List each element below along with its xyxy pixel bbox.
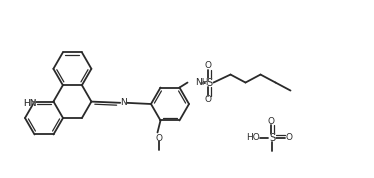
Text: HO: HO [246,134,260,143]
Text: HN: HN [23,100,37,109]
Text: S: S [206,78,212,88]
Text: O: O [285,134,292,143]
Text: S: S [269,133,275,143]
Text: N: N [120,98,126,107]
Text: O: O [267,116,275,125]
Text: O: O [205,61,212,70]
Text: S: S [206,78,212,88]
Text: O: O [205,95,212,104]
Text: NH: NH [196,78,209,87]
Text: N: N [120,98,126,107]
Text: NH: NH [196,78,209,87]
Text: S: S [269,133,275,143]
Text: O: O [156,134,163,143]
Text: O: O [205,61,212,70]
Text: O: O [285,134,292,143]
Text: O: O [156,134,163,143]
Text: HN: HN [23,100,37,109]
Text: O: O [205,95,212,104]
Text: O: O [267,116,275,125]
Text: HN: HN [23,100,37,109]
Text: HO: HO [246,134,260,143]
